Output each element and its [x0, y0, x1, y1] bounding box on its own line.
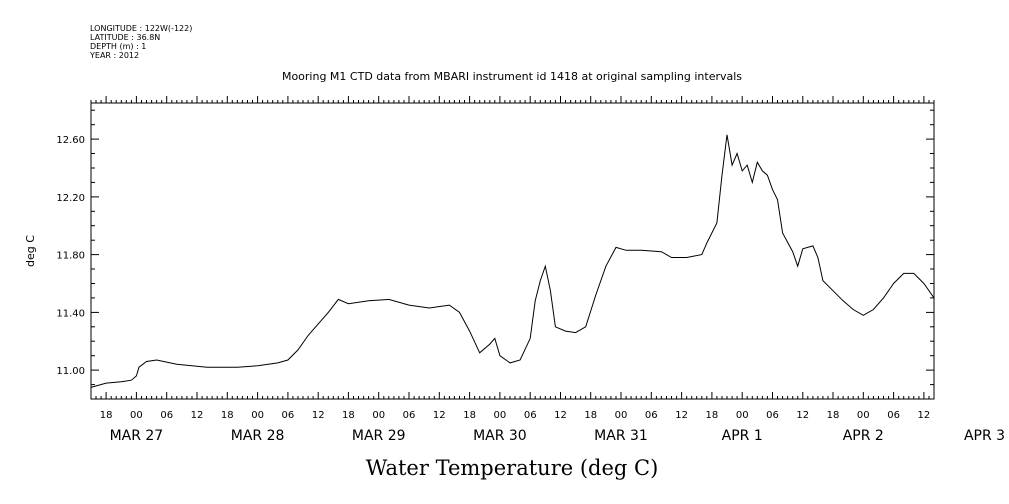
x-hour-tick-label: 06 — [766, 410, 779, 421]
x-hour-tick-label: 00 — [615, 410, 628, 421]
y-tick-label: 11.00 — [56, 366, 85, 377]
x-hour-tick-label: 06 — [645, 410, 658, 421]
x-axis-day-labels: MAR 27 MAR 28 MAR 29 MAR 30 MAR 31 APR 1 APR 2… — [110, 428, 1005, 444]
x-hour-tick-label: 00 — [372, 410, 385, 421]
y-axis-label: deg C — [24, 235, 37, 267]
x-hour-tick-label: 18 — [584, 410, 597, 421]
meta-longitude: LONGITUDE : 122W(-122) — [90, 24, 192, 33]
x-day-label: MAR 27 — [110, 428, 164, 444]
x-hour-tick-label: 06 — [282, 410, 295, 421]
x-hour-tick-label: 00 — [251, 410, 264, 421]
x-hour-tick-label: 00 — [736, 410, 749, 421]
x-hour-tick-label: 12 — [918, 410, 931, 421]
x-hour-tick-label: 00 — [130, 410, 143, 421]
x-hour-tick-label: 06 — [403, 410, 416, 421]
x-hour-tick-label: 12 — [312, 410, 325, 421]
x-hour-tick-label: 18 — [827, 410, 840, 421]
chart-title: Mooring M1 CTD data from MBARI instrumen… — [282, 70, 742, 83]
x-day-label: MAR 28 — [231, 428, 285, 444]
x-hour-tick-label: 18 — [100, 410, 113, 421]
x-axis-hour-labels: 18 00 06 12 18 00 06 12 18 00 06 12 18 00 06 12 18 00 06 12… — [100, 410, 931, 421]
y-axis-tick-labels: 11.00 11.40 11.80 12.20 12.60 — [56, 135, 85, 377]
x-hour-tick-label: 18 — [463, 410, 476, 421]
x-hour-tick-label: 18 — [221, 410, 234, 421]
chart-metadata: LONGITUDE : 122W(-122) LATITUDE : 36.8N … — [89, 24, 192, 60]
y-tick-label: 12.60 — [56, 135, 85, 146]
meta-year: YEAR : 2012 — [89, 51, 139, 60]
x-axis-label: Water Temperature (deg C) — [366, 456, 659, 480]
x-day-label: MAR 31 — [594, 428, 648, 444]
x-hour-tick-label: 12 — [554, 410, 567, 421]
x-hour-tick-label: 06 — [160, 410, 173, 421]
x-hour-tick-label: 06 — [524, 410, 537, 421]
x-hour-tick-label: 18 — [342, 410, 355, 421]
x-hour-tick-label: 12 — [796, 410, 809, 421]
plot-frame — [90, 102, 935, 400]
y-tick-label: 11.40 — [56, 308, 85, 319]
x-hour-tick-label: 12 — [675, 410, 688, 421]
meta-depth: DEPTH (m) : 1 — [90, 42, 146, 51]
x-day-label: MAR 30 — [473, 428, 527, 444]
x-hour-tick-label: 00 — [494, 410, 507, 421]
x-hour-tick-label: 00 — [857, 410, 870, 421]
x-hour-tick-label: 12 — [433, 410, 446, 421]
y-tick-label: 11.80 — [56, 251, 85, 262]
x-hour-tick-label: 18 — [706, 410, 719, 421]
x-day-label: APR 2 — [843, 428, 884, 444]
y-axis-ticks — [91, 109, 934, 400]
x-day-label: APR 3 — [964, 428, 1005, 444]
x-axis-ticks — [90, 96, 935, 399]
y-tick-label: 12.20 — [56, 193, 85, 204]
x-day-label: APR 1 — [722, 428, 763, 444]
x-hour-tick-label: 06 — [887, 410, 900, 421]
x-hour-tick-label: 12 — [191, 410, 204, 421]
meta-latitude: LATITUDE : 36.8N — [90, 33, 160, 42]
x-day-label: MAR 29 — [352, 428, 406, 444]
series-line-water-temperature — [90, 134, 935, 388]
